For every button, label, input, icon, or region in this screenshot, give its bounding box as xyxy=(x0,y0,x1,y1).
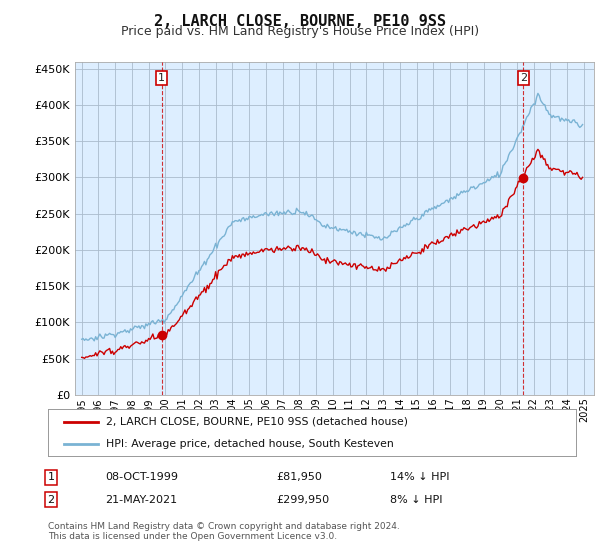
Text: HPI: Average price, detached house, South Kesteven: HPI: Average price, detached house, Sout… xyxy=(106,438,394,449)
Text: 14% ↓ HPI: 14% ↓ HPI xyxy=(390,472,449,482)
Text: 2, LARCH CLOSE, BOURNE, PE10 9SS (detached house): 2, LARCH CLOSE, BOURNE, PE10 9SS (detach… xyxy=(106,417,408,427)
Text: £299,950: £299,950 xyxy=(276,494,329,505)
Text: £81,950: £81,950 xyxy=(276,472,322,482)
Text: 21-MAY-2021: 21-MAY-2021 xyxy=(105,494,177,505)
Text: 1: 1 xyxy=(158,73,165,83)
Text: 2: 2 xyxy=(520,73,527,83)
Text: Price paid vs. HM Land Registry's House Price Index (HPI): Price paid vs. HM Land Registry's House … xyxy=(121,25,479,38)
Text: 1: 1 xyxy=(47,472,55,482)
Text: 2: 2 xyxy=(47,494,55,505)
Text: 2, LARCH CLOSE, BOURNE, PE10 9SS: 2, LARCH CLOSE, BOURNE, PE10 9SS xyxy=(154,14,446,29)
Text: 8% ↓ HPI: 8% ↓ HPI xyxy=(390,494,443,505)
Text: 08-OCT-1999: 08-OCT-1999 xyxy=(105,472,178,482)
Text: Contains HM Land Registry data © Crown copyright and database right 2024.
This d: Contains HM Land Registry data © Crown c… xyxy=(48,522,400,542)
